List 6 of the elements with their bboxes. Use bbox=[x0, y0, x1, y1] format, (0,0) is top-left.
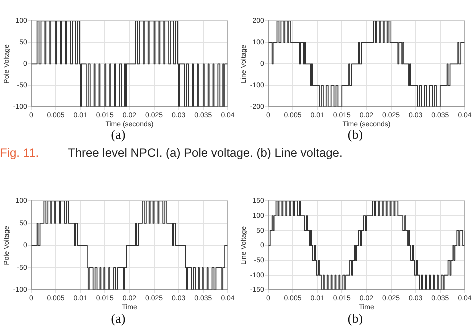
caption: Fig. 11. bbox=[0, 146, 40, 160]
text: (b) bbox=[346, 311, 364, 327]
text: Three level NPCI. (a) Pole voltage. (b) Line voltage. bbox=[68, 146, 343, 160]
text: (b) bbox=[346, 127, 364, 143]
text: (a) bbox=[110, 127, 126, 143]
text: (a) bbox=[110, 311, 127, 327]
